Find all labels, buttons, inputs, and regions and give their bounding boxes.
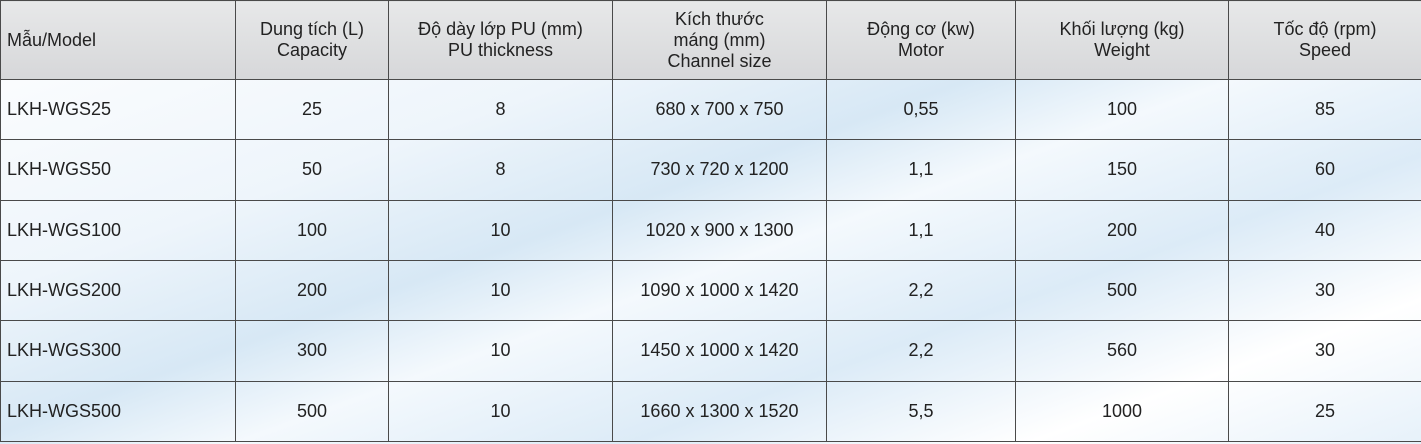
table-cell: 100 (1015, 78, 1229, 141)
header-cell: Tốc độ (rpm) Speed (1228, 0, 1421, 80)
table-cell: 8 (388, 139, 613, 201)
table-cell: 500 (1015, 259, 1229, 322)
table-cell: 1,1 (826, 139, 1016, 201)
table-cell: 300 (235, 320, 389, 382)
table-cell: LKH-WGS50 (0, 139, 236, 201)
table-cell: 10 (388, 380, 613, 443)
table-cell: 5,5 (826, 380, 1016, 443)
table-cell: 50 (235, 139, 389, 201)
table-body: LKH-WGS25 25 8 680 x 700 x 750 0,55 100 85 LKH-… (0, 78, 1421, 443)
table-cell: 1660 x 1300 x 1520 (612, 380, 827, 443)
header-text: PU thickness (447, 40, 554, 60)
header-cell: Động cơ (kw) Motor (826, 0, 1016, 80)
table-cell: 1090 x 1000 x 1420 (612, 259, 827, 322)
header-text: Channel size (667, 50, 772, 71)
table-cell: 10 (388, 320, 613, 382)
header-text: Capacity (276, 40, 348, 60)
table-cell: 1,1 (826, 199, 1016, 261)
table-cell: 100 (235, 199, 389, 261)
header-text: Tốc độ (rpm) (1273, 19, 1377, 39)
table-cell: LKH-WGS100 (0, 199, 236, 261)
header-text: Weight (1094, 40, 1150, 60)
header-cell: Dung tích (L) Capacity (235, 0, 389, 80)
table-cell: 10 (388, 199, 613, 261)
table-cell: 1020 x 900 x 1300 (612, 199, 827, 261)
header-text: Motor (897, 40, 944, 60)
header-cell: Mẫu/Model (0, 0, 236, 80)
table-cell: 8 (388, 78, 613, 141)
header-text: Động cơ (kw) (867, 19, 975, 39)
table-cell: 0,55 (826, 78, 1016, 141)
table-cell: 200 (1015, 199, 1229, 261)
table-cell: LKH-WGS500 (0, 380, 236, 443)
header-text: Mẫu/Model (7, 29, 97, 50)
header-text: Kích thước (675, 8, 764, 29)
table-row: LKH-WGS300 300 10 1450 x 1000 x 1420 2,2 560 3… (0, 320, 1421, 382)
table-row: LKH-WGS100 100 10 1020 x 900 x 1300 1,1 200 40 (0, 199, 1421, 261)
header-cell: Khối lượng (kg) Weight (1015, 0, 1229, 80)
header-cell: Kích thước máng (mm) Channel size (612, 0, 827, 80)
header-cell: Độ dày lớp PU (mm) PU thickness (388, 0, 613, 80)
header-text: máng (mm) (673, 29, 766, 50)
table-cell: 500 (235, 380, 389, 443)
table-cell: 25 (1228, 380, 1421, 443)
table-row: LKH-WGS500 500 10 1660 x 1300 x 1520 5,5 1000… (0, 380, 1421, 443)
table-cell: 10 (388, 259, 613, 322)
table-cell: 1000 (1015, 380, 1229, 443)
header-text: Dung tích (L) (259, 19, 365, 39)
table-cell: 560 (1015, 320, 1229, 382)
header-text: Speed (1298, 40, 1352, 60)
table-header: Mẫu/Model Dung tích (L) Capacity Độ dày lớp… (0, 0, 1421, 80)
table-cell: 1450 x 1000 x 1420 (612, 320, 827, 382)
table-cell: 150 (1015, 139, 1229, 201)
table-cell: 2,2 (826, 320, 1016, 382)
table-cell: 40 (1228, 199, 1421, 261)
table-cell: 25 (235, 78, 389, 141)
table-cell: 2,2 (826, 259, 1016, 322)
table-cell: 680 x 700 x 750 (612, 78, 827, 141)
table-cell: LKH-WGS300 (0, 320, 236, 382)
header-text: Độ dày lớp PU (mm) (418, 19, 583, 39)
table-cell: 60 (1228, 139, 1421, 201)
table-cell: 30 (1228, 259, 1421, 322)
table-row: LKH-WGS25 25 8 680 x 700 x 750 0,55 100 85 (0, 78, 1421, 141)
table-cell: 85 (1228, 78, 1421, 141)
table-cell: 200 (235, 259, 389, 322)
header-text: Khối lượng (kg) (1059, 19, 1185, 39)
table-row: LKH-WGS50 50 8 730 x 720 x 1200 1,1 150 60 (0, 139, 1421, 201)
table-cell: 730 x 720 x 1200 (612, 139, 827, 201)
table-cell: 30 (1228, 320, 1421, 382)
table-cell: LKH-WGS200 (0, 259, 236, 322)
header-row: Mẫu/Model Dung tích (L) Capacity Độ dày lớp… (0, 0, 1421, 80)
table-cell: LKH-WGS25 (0, 78, 236, 141)
table-row: LKH-WGS200 200 10 1090 x 1000 x 1420 2,2 500 3… (0, 259, 1421, 322)
